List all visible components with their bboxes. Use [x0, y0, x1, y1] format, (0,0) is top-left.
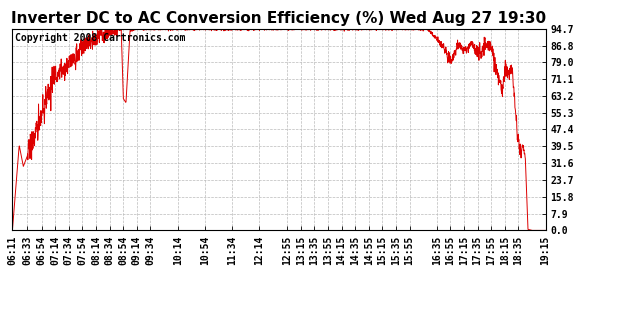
Title: Inverter DC to AC Conversion Efficiency (%) Wed Aug 27 19:30: Inverter DC to AC Conversion Efficiency … [11, 11, 547, 26]
Text: Copyright 2008 Cartronics.com: Copyright 2008 Cartronics.com [15, 33, 185, 43]
